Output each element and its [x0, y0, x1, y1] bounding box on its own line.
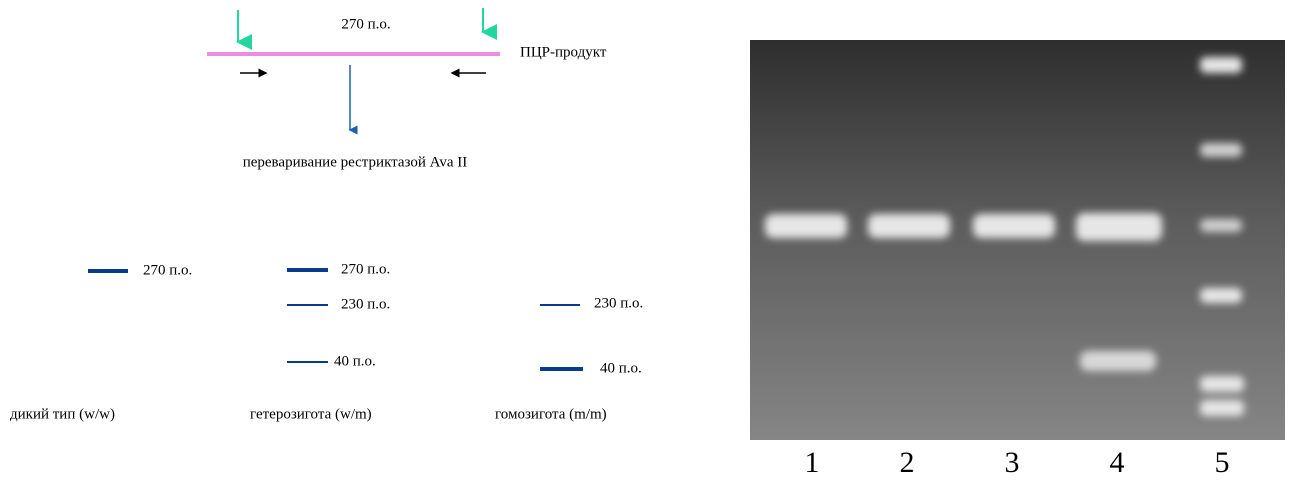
- genotype-label: дикий тип (w/w): [10, 406, 115, 422]
- lane-number: 5: [1215, 446, 1230, 479]
- band-label: 230 п.о.: [341, 296, 390, 312]
- size-label: 270 п.о.: [341, 16, 390, 32]
- gel-band: [1080, 351, 1156, 371]
- ladder-band: [1200, 400, 1244, 416]
- genotype-label: гетерозигота (w/m): [250, 406, 372, 422]
- ladder-band: [1200, 219, 1242, 232]
- band-label: 270 п.о.: [143, 262, 192, 278]
- band-label: 230 п.о.: [594, 295, 643, 311]
- gel-band: [973, 214, 1055, 238]
- ladder-band: [1200, 288, 1242, 303]
- lane-number: 3: [1005, 446, 1020, 479]
- product-label: ПЦР-продукт: [520, 44, 607, 60]
- figure: 270 п.о. ПЦР-продукт переваривание рестр…: [0, 0, 1295, 479]
- gel-band: [868, 214, 950, 238]
- lane-number: 1: [805, 446, 820, 479]
- lane-number: 4: [1110, 446, 1125, 479]
- band-label: 40 п.о.: [600, 360, 642, 376]
- digest-label: переваривание рестриктазой Ava II: [243, 154, 468, 170]
- band-label: 270 п.о.: [341, 261, 390, 277]
- lane-number: 2: [900, 446, 915, 479]
- ladder-band: [1200, 143, 1242, 157]
- ladder-band: [1200, 376, 1244, 392]
- genotype-label: гомозигота (m/m): [495, 406, 607, 422]
- band-label: 40 п.о.: [334, 353, 376, 369]
- ladder-band: [1200, 57, 1242, 73]
- gel-band: [765, 214, 847, 238]
- gel-band: [1076, 213, 1162, 241]
